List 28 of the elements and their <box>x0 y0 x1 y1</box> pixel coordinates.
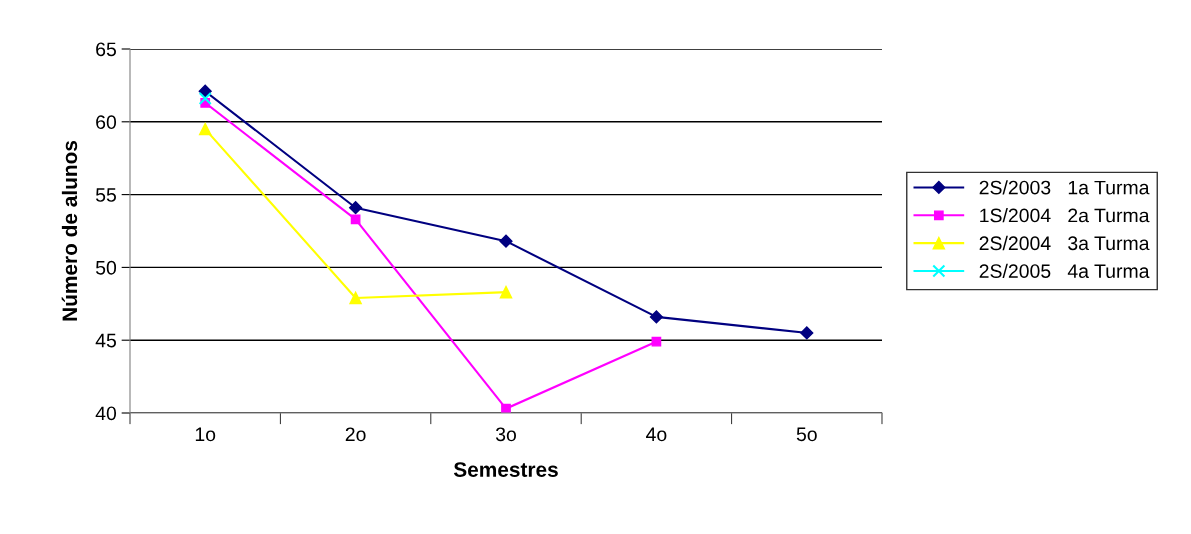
legend-label: 2S/2005 4a Turma <box>979 263 1150 278</box>
y-axis-title: Número de alunos <box>61 140 78 321</box>
y-tick-label: 65 <box>96 42 116 57</box>
point <box>501 403 511 413</box>
point <box>499 234 513 248</box>
legend-label: 1S/2004 2a Turma <box>980 208 1150 223</box>
point <box>349 201 363 215</box>
x-tick-label: 5o <box>796 427 817 442</box>
point <box>350 214 361 225</box>
y-tick-label: 45 <box>95 333 116 348</box>
x-tick-label: 3o <box>495 427 516 442</box>
point <box>349 291 362 305</box>
point <box>499 285 513 299</box>
legend-label: 2S/2003 1a Turma <box>979 180 1150 195</box>
point <box>649 310 663 324</box>
legend-label: 2S/2004 3a Turma <box>979 235 1150 251</box>
y-tick-label: 55 <box>95 188 116 202</box>
x-tick-label: 2o <box>345 427 366 442</box>
x-axis-title: Semestres <box>453 462 558 477</box>
point <box>198 91 212 106</box>
y-tick-label: 60 <box>96 115 117 130</box>
point <box>800 326 814 340</box>
point <box>198 122 212 136</box>
point <box>651 336 662 347</box>
x-tick-label: 4o <box>646 427 667 442</box>
y-tick-label: 40 <box>95 406 117 421</box>
y-tick-label: 50 <box>95 260 117 275</box>
x-tick-label: 1o <box>195 427 216 442</box>
